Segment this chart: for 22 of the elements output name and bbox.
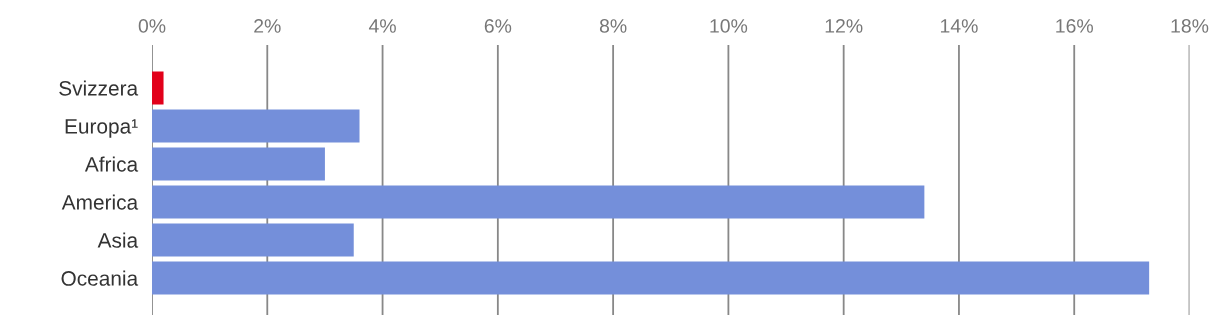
y-tick-label: America [61, 194, 139, 210]
bar [152, 223, 354, 257]
bar [152, 147, 325, 181]
x-tick-label: 16% [1056, 19, 1093, 33]
y-tick-label: Africa [84, 156, 139, 172]
x-tick-label: 10% [710, 19, 748, 33]
y-tick-label: Europa¹ [65, 119, 138, 138]
y-tick-label: Asia [97, 232, 139, 248]
x-tick-label: 6% [484, 19, 512, 33]
x-tick-label: 0% [138, 19, 166, 33]
x-tick-label: 8% [599, 19, 627, 33]
y-tick-label: Svizzera [59, 80, 139, 96]
y-tick-label: Oceania [61, 270, 139, 286]
bar [152, 261, 1150, 295]
bar [152, 71, 164, 105]
bar [152, 185, 925, 219]
x-tick-label: 2% [254, 19, 281, 33]
x-tick-label: 12% [825, 19, 863, 33]
x-tick-label: 18% [1171, 19, 1209, 33]
x-tick-label: 14% [940, 19, 978, 33]
bar [152, 109, 360, 143]
x-tick-label: 4% [368, 19, 396, 33]
